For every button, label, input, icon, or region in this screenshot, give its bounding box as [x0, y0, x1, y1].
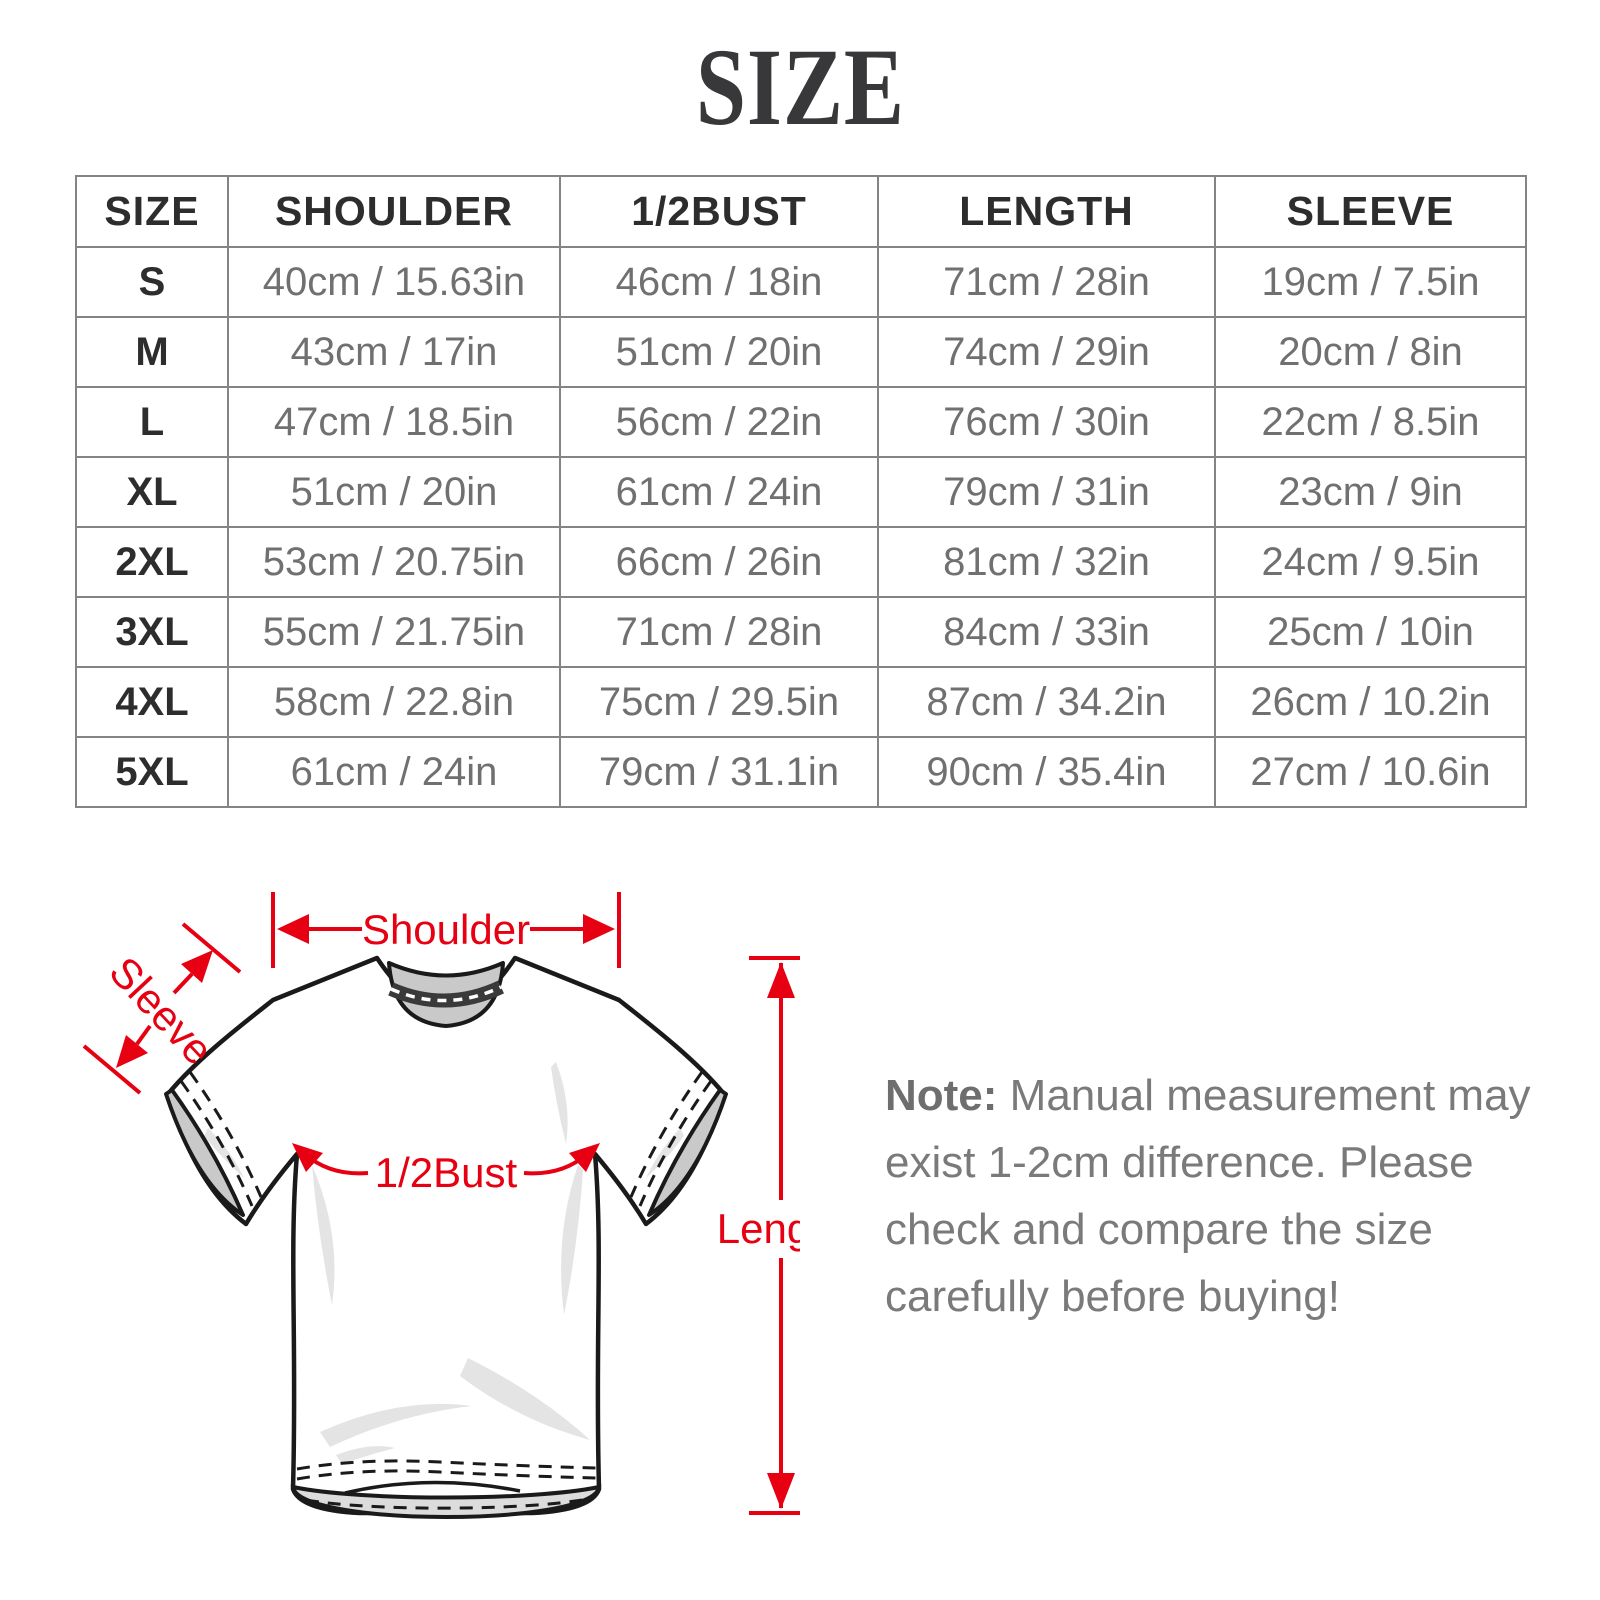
cell-length: 71cm / 28in: [877, 246, 1216, 318]
length-label: Length: [717, 1205, 800, 1252]
page-title-wrap: SIZE: [0, 26, 1600, 148]
shoulder-label: Shoulder: [362, 906, 530, 953]
row-size-label: S: [75, 246, 229, 318]
cell-shoulder: 58cm / 22.8in: [227, 666, 561, 738]
header-size: SIZE: [75, 175, 229, 248]
row-size-label: 4XL: [75, 666, 229, 738]
table-header-row: SIZE SHOULDER 1/2BUST LENGTH SLEEVE: [75, 175, 1527, 248]
table-row: S 40cm / 15.63in 46cm / 18in 71cm / 28in…: [75, 246, 1527, 318]
table-row: 3XL 55cm / 21.75in 71cm / 28in 84cm / 33…: [75, 596, 1527, 668]
size-table: SIZE SHOULDER 1/2BUST LENGTH SLEEVE S 40…: [75, 175, 1527, 808]
table-row: 4XL 58cm / 22.8in 75cm / 29.5in 87cm / 3…: [75, 666, 1527, 738]
cell-length: 79cm / 31in: [877, 456, 1216, 528]
row-size-label: M: [75, 316, 229, 388]
length-annotation: Length: [717, 956, 800, 1515]
hem: [290, 1459, 602, 1520]
table-row: 5XL 61cm / 24in 79cm / 31.1in 90cm / 35.…: [75, 736, 1527, 808]
header-shoulder: SHOULDER: [227, 175, 561, 248]
cell-length: 84cm / 33in: [877, 596, 1216, 668]
cell-length: 76cm / 30in: [877, 386, 1216, 458]
note-line4: carefully before buying!: [885, 1272, 1340, 1321]
cell-sleeve: 26cm / 10.2in: [1214, 666, 1527, 738]
cell-half-bust: 56cm / 22in: [559, 386, 879, 458]
collar: [387, 961, 505, 1028]
row-size-label: 5XL: [75, 736, 229, 808]
note-line1: Manual measurement may: [997, 1071, 1531, 1120]
cell-shoulder: 53cm / 20.75in: [227, 526, 561, 598]
cell-sleeve: 20cm / 8in: [1214, 316, 1527, 388]
cell-half-bust: 71cm / 28in: [559, 596, 879, 668]
cell-half-bust: 51cm / 20in: [559, 316, 879, 388]
cell-length: 90cm / 35.4in: [877, 736, 1216, 808]
half-bust-label: 1/2Bust: [375, 1149, 518, 1196]
cell-sleeve: 22cm / 8.5in: [1214, 386, 1527, 458]
cell-sleeve: 24cm / 9.5in: [1214, 526, 1527, 598]
tshirt-measurement-diagram: Shoulder Sleeve 1/2Bust Length: [82, 892, 800, 1520]
cell-sleeve: 25cm / 10in: [1214, 596, 1527, 668]
row-size-label: XL: [75, 456, 229, 528]
cell-length: 87cm / 34.2in: [877, 666, 1216, 738]
header-half-bust: 1/2BUST: [559, 175, 879, 248]
row-size-label: 3XL: [75, 596, 229, 668]
cell-shoulder: 43cm / 17in: [227, 316, 561, 388]
page-title: SIZE: [695, 26, 905, 148]
cell-half-bust: 75cm / 29.5in: [559, 666, 879, 738]
cell-length: 81cm / 32in: [877, 526, 1216, 598]
cell-half-bust: 66cm / 26in: [559, 526, 879, 598]
cell-half-bust: 61cm / 24in: [559, 456, 879, 528]
cell-shoulder: 55cm / 21.75in: [227, 596, 561, 668]
table-row: XL 51cm / 20in 61cm / 24in 79cm / 31in 2…: [75, 456, 1527, 528]
cell-sleeve: 19cm / 7.5in: [1214, 246, 1527, 318]
fabric-folds: [204, 1062, 684, 1464]
half-bust-annotation: 1/2Bust: [292, 1143, 600, 1196]
cell-half-bust: 46cm / 18in: [559, 246, 879, 318]
header-length: LENGTH: [877, 175, 1216, 248]
note-line2: exist 1-2cm difference. Please: [885, 1138, 1474, 1187]
row-size-label: 2XL: [75, 526, 229, 598]
table-row: 2XL 53cm / 20.75in 66cm / 26in 81cm / 32…: [75, 526, 1527, 598]
note-line3: check and compare the size: [885, 1205, 1433, 1254]
cell-shoulder: 61cm / 24in: [227, 736, 561, 808]
header-sleeve: SLEEVE: [1214, 175, 1527, 248]
table-row: L 47cm / 18.5in 56cm / 22in 76cm / 30in …: [75, 386, 1527, 458]
tshirt-outline: [165, 955, 727, 1516]
cell-shoulder: 51cm / 20in: [227, 456, 561, 528]
table-row: M 43cm / 17in 51cm / 20in 74cm / 29in 20…: [75, 316, 1527, 388]
shoulder-annotation: Shoulder: [271, 892, 621, 968]
cell-sleeve: 23cm / 9in: [1214, 456, 1527, 528]
sleeve-cuffs: [164, 1071, 728, 1217]
cell-half-bust: 79cm / 31.1in: [559, 736, 879, 808]
cell-length: 74cm / 29in: [877, 316, 1216, 388]
note-text: Note: Manual measurement may exist 1-2cm…: [885, 1062, 1545, 1330]
cell-shoulder: 47cm / 18.5in: [227, 386, 561, 458]
cell-shoulder: 40cm / 15.63in: [227, 246, 561, 318]
cell-sleeve: 27cm / 10.6in: [1214, 736, 1527, 808]
row-size-label: L: [75, 386, 229, 458]
note-prefix: Note:: [885, 1071, 998, 1120]
